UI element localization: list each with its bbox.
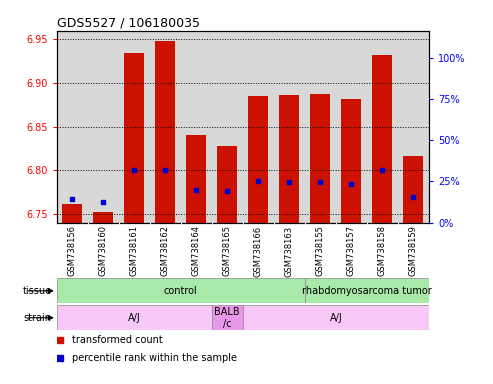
Bar [212,31,243,223]
Bar [57,278,305,303]
Bar [150,31,181,223]
Text: rhabdomyosarcoma tumor: rhabdomyosarcoma tumor [302,286,432,296]
Bar [57,305,212,330]
Bar [155,41,176,223]
Bar [310,94,330,223]
Bar [305,31,336,223]
Bar [372,55,392,223]
Bar [88,31,119,223]
Bar [248,96,268,223]
Bar [212,305,243,330]
Text: GSM738156: GSM738156 [68,225,77,276]
Bar [181,31,212,223]
Bar [93,212,113,223]
Text: transformed count: transformed count [71,335,162,345]
Bar [186,136,207,223]
Text: tissue: tissue [23,286,52,296]
Bar [341,99,361,223]
Text: control: control [164,286,198,296]
Text: GSM738166: GSM738166 [254,225,263,276]
Text: GSM738155: GSM738155 [316,225,325,276]
Bar [119,31,150,223]
Bar [279,95,299,223]
Bar [57,31,88,223]
Text: strain: strain [24,313,52,323]
Text: GSM738163: GSM738163 [285,225,294,276]
Text: GSM738157: GSM738157 [347,225,356,276]
Text: GSM738162: GSM738162 [161,225,170,276]
Bar [124,53,144,223]
Bar [62,204,82,223]
Bar [305,278,429,303]
Text: GSM738165: GSM738165 [223,225,232,276]
Text: GSM738158: GSM738158 [378,225,387,276]
Bar [243,31,274,223]
Bar [217,146,237,223]
Text: GSM738161: GSM738161 [130,225,139,276]
Bar [243,305,429,330]
Text: GSM738164: GSM738164 [192,225,201,276]
Bar [367,31,398,223]
Bar [274,31,305,223]
Text: GSM738159: GSM738159 [409,225,418,276]
Text: A/J: A/J [329,313,342,323]
Bar [398,31,429,223]
Text: BALB
/c: BALB /c [214,307,240,329]
Bar [403,156,423,223]
Text: GSM738160: GSM738160 [99,225,108,276]
Bar [336,31,367,223]
Text: GDS5527 / 106180035: GDS5527 / 106180035 [57,17,200,30]
Text: A/J: A/J [128,313,141,323]
Text: percentile rank within the sample: percentile rank within the sample [71,353,237,363]
